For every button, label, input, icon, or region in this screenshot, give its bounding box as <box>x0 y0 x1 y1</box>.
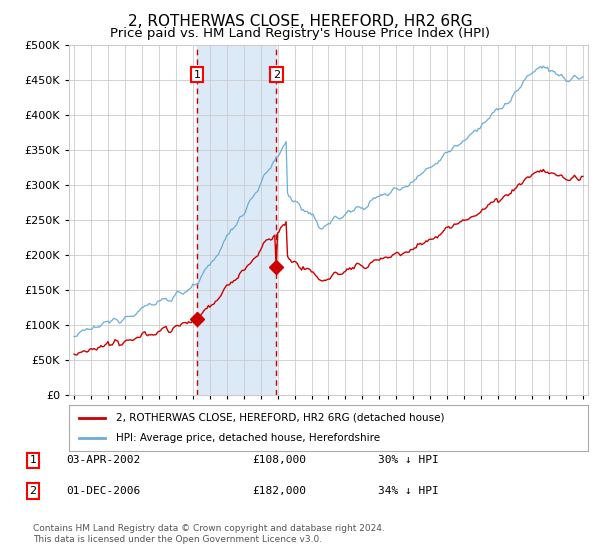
Text: 1: 1 <box>194 69 200 80</box>
Text: 30% ↓ HPI: 30% ↓ HPI <box>378 455 439 465</box>
Text: Contains HM Land Registry data © Crown copyright and database right 2024.: Contains HM Land Registry data © Crown c… <box>33 524 385 533</box>
Text: 2, ROTHERWAS CLOSE, HEREFORD, HR2 6RG: 2, ROTHERWAS CLOSE, HEREFORD, HR2 6RG <box>128 14 472 29</box>
Text: 01-DEC-2006: 01-DEC-2006 <box>66 486 140 496</box>
Text: This data is licensed under the Open Government Licence v3.0.: This data is licensed under the Open Gov… <box>33 535 322 544</box>
Text: 03-APR-2002: 03-APR-2002 <box>66 455 140 465</box>
Text: Price paid vs. HM Land Registry's House Price Index (HPI): Price paid vs. HM Land Registry's House … <box>110 27 490 40</box>
Text: 2: 2 <box>272 69 280 80</box>
Bar <box>197 45 276 395</box>
Text: £182,000: £182,000 <box>252 486 306 496</box>
Text: £108,000: £108,000 <box>252 455 306 465</box>
Text: 1: 1 <box>29 455 37 465</box>
Text: 2: 2 <box>29 486 37 496</box>
Text: 34% ↓ HPI: 34% ↓ HPI <box>378 486 439 496</box>
Text: 2, ROTHERWAS CLOSE, HEREFORD, HR2 6RG (detached house): 2, ROTHERWAS CLOSE, HEREFORD, HR2 6RG (d… <box>116 413 444 423</box>
Text: HPI: Average price, detached house, Herefordshire: HPI: Average price, detached house, Here… <box>116 433 380 443</box>
